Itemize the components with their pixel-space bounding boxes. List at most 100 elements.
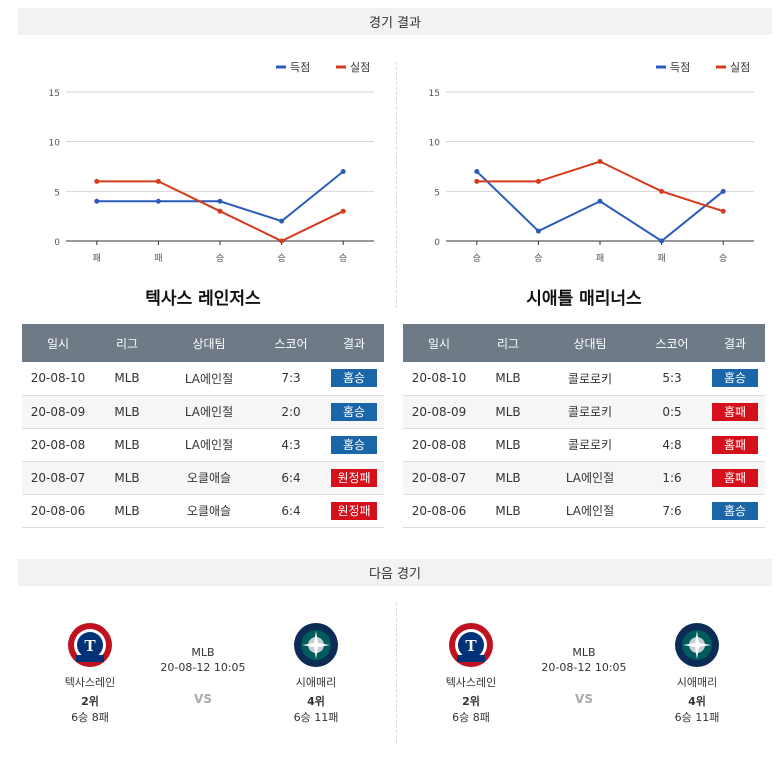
- table-header-row: 일시 리그 상대팀 스코어 결과: [403, 324, 765, 362]
- y-tick-label: 10: [49, 139, 61, 149]
- legend-label: 득점: [670, 61, 690, 74]
- cell-result: 홈승: [705, 494, 765, 528]
- cell-league: MLB: [94, 494, 160, 528]
- cell-opponent: LA에인절: [160, 395, 258, 429]
- data-point: [279, 218, 285, 224]
- cell-date: 20-08-10: [403, 362, 475, 396]
- table-row: 20-08-09 MLB 콜로로키 0:5 홈패: [403, 395, 765, 429]
- data-point: [340, 168, 346, 174]
- y-tick-label: 15: [49, 89, 60, 99]
- column-divider: [396, 603, 397, 743]
- cell-opponent: LA에인절: [160, 428, 258, 462]
- col-header-result: 결과: [324, 324, 384, 362]
- cell-date: 20-08-06: [403, 494, 475, 528]
- cell-date: 20-08-10: [22, 362, 94, 396]
- cell-opponent: 오클애슬: [160, 461, 258, 495]
- table-header-row: 일시 리그 상대팀 스코어 결과: [22, 324, 384, 362]
- away-team: 시애매리 4위 6승 11패: [268, 618, 364, 725]
- data-point: [720, 188, 726, 194]
- svg-text:T: T: [84, 636, 96, 655]
- next-game-section-header: 다음 경기: [18, 559, 772, 586]
- cell-opponent: 오클애슬: [160, 494, 258, 528]
- home-team: T 텍사스레인 2위 6승 8패: [42, 618, 138, 725]
- cell-score: 5:3: [639, 362, 705, 396]
- next-game-header-label: 다음 경기: [369, 567, 421, 582]
- cell-result: 홈패: [705, 461, 765, 495]
- result-badge: 홈패: [712, 402, 758, 421]
- cell-score: 6:4: [258, 494, 324, 528]
- data-point: [155, 198, 161, 204]
- col-header-result: 결과: [705, 324, 765, 362]
- chart-right: 0 5 10 15 승 승 패 패 승 득점 실점: [429, 61, 754, 264]
- cell-date: 20-08-09: [403, 395, 475, 429]
- data-point: [659, 188, 665, 194]
- cell-date: 20-08-08: [22, 428, 94, 462]
- results-section-header: 경기 결과: [18, 8, 772, 35]
- recent-games-table-right: 일시 리그 상대팀 스코어 결과 20-08-10 MLB 콜로로키 5:3 홈승 20-…: [403, 324, 765, 528]
- cell-opponent: LA에인절: [541, 461, 639, 495]
- away-team-name: 시애매리: [295, 676, 337, 689]
- col-header-date: 일시: [22, 324, 94, 362]
- away-team-rank: 4위: [307, 695, 325, 708]
- x-tick-label: 패: [657, 253, 665, 264]
- result-badge: 홈승: [331, 369, 377, 388]
- next-game-card-left: T 텍사스레인 2위 6승 8패 MLB 20-08-12 10:05 VS 시…: [22, 618, 384, 728]
- data-point: [340, 208, 346, 214]
- y-tick-label: 10: [429, 139, 441, 149]
- x-tick-label: 승: [473, 253, 481, 264]
- home-team-name: 텍사스레인: [445, 676, 497, 689]
- result-badge: 홈승: [331, 435, 377, 454]
- data-point: [597, 198, 603, 204]
- away-team-rank: 4위: [688, 695, 706, 708]
- result-badge: 홈승: [712, 369, 758, 388]
- cell-score: 7:6: [639, 494, 705, 528]
- data-point: [535, 178, 541, 184]
- match-league: MLB: [191, 646, 215, 659]
- home-team-record: 6승 8패: [452, 711, 490, 724]
- col-header-league: 리그: [94, 324, 160, 362]
- col-header-score: 스코어: [639, 324, 705, 362]
- y-tick-label: 15: [429, 89, 440, 99]
- cell-result: 홈승: [324, 395, 384, 429]
- cell-opponent: 콜로로키: [541, 362, 639, 396]
- cell-opponent: LA에인절: [541, 494, 639, 528]
- cell-date: 20-08-07: [22, 461, 94, 495]
- match-datetime: 20-08-12 10:05: [541, 661, 627, 674]
- data-point: [279, 238, 285, 244]
- data-point: [474, 168, 480, 174]
- svg-text:T: T: [465, 636, 477, 655]
- legend-label: 실점: [350, 61, 370, 74]
- table-row: 20-08-07 MLB 오클애슬 6:4 원정패: [22, 461, 384, 495]
- y-tick-label: 0: [434, 238, 440, 248]
- result-badge: 홈패: [712, 435, 758, 454]
- table-row: 20-08-06 MLB LA에인절 7:6 홈승: [403, 494, 765, 528]
- x-tick-label: 승: [534, 253, 542, 264]
- away-team-record: 6승 11패: [674, 711, 720, 724]
- col-header-opponent: 상대팀: [541, 324, 639, 362]
- chart-left: 0 5 10 15 패 패 승 승 승 득점 실점: [49, 61, 374, 264]
- vs-label: VS: [575, 692, 593, 706]
- results-header-label: 경기 결과: [369, 16, 421, 31]
- table-row: 20-08-06 MLB 오클애슬 6:4 원정패: [22, 494, 384, 528]
- y-tick-label: 5: [54, 188, 60, 198]
- vs-label: VS: [194, 692, 212, 706]
- cell-date: 20-08-07: [403, 461, 475, 495]
- cell-score: 6:4: [258, 461, 324, 495]
- cell-score: 4:3: [258, 428, 324, 462]
- data-point: [474, 178, 480, 184]
- cell-league: MLB: [94, 428, 160, 462]
- data-point: [94, 178, 100, 184]
- away-team: 시애매리 4위 6승 11패: [649, 618, 745, 725]
- cell-league: MLB: [94, 362, 160, 396]
- legend-label: 실점: [730, 61, 750, 74]
- match-info: MLB 20-08-12 10:05 VS: [138, 646, 268, 706]
- cell-result: 홈패: [705, 428, 765, 462]
- x-tick-label: 패: [154, 253, 162, 264]
- col-header-date: 일시: [403, 324, 475, 362]
- home-team-rank: 2위: [81, 695, 99, 708]
- x-tick-label: 패: [93, 253, 101, 264]
- away-team-name: 시애매리: [676, 676, 718, 689]
- cell-league: MLB: [475, 428, 541, 462]
- cell-score: 7:3: [258, 362, 324, 396]
- cell-league: MLB: [475, 395, 541, 429]
